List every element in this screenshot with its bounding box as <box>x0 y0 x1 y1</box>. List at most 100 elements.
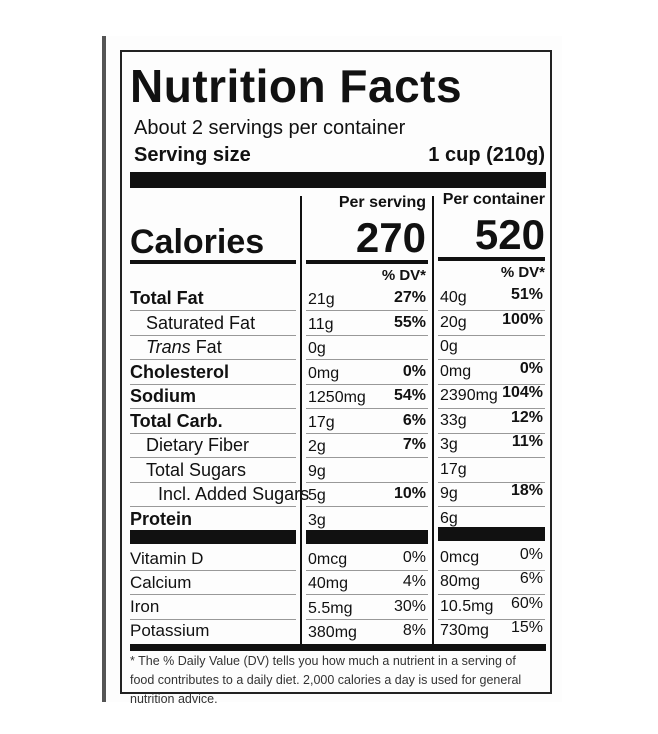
calories-value: 520 <box>474 211 545 258</box>
thick-bar <box>438 527 545 541</box>
vitamin-name: Vitamin D <box>130 548 204 568</box>
calories-rule <box>130 260 296 264</box>
calories-rule <box>438 257 545 261</box>
row-rule <box>438 457 545 458</box>
daily-value: 18% <box>510 482 543 499</box>
row-rule <box>306 618 428 620</box>
row-rule <box>130 481 296 483</box>
daily-value: 27% <box>393 289 426 306</box>
daily-value: 55% <box>393 313 426 331</box>
amount: 21g <box>308 291 335 308</box>
amount: 380mg <box>308 623 357 641</box>
label-paper <box>102 36 562 702</box>
nutrient-name: Cholesterol <box>130 361 230 382</box>
amount: 0mg <box>308 364 340 382</box>
row-rule <box>306 457 428 458</box>
thick-bar <box>130 172 546 188</box>
row-rule <box>306 481 428 483</box>
column-divider <box>432 196 434 644</box>
nutrient-name: Trans Fat <box>146 338 222 356</box>
column-divider <box>300 196 302 644</box>
amount: 0g <box>308 340 326 357</box>
daily-value: 8% <box>402 621 426 639</box>
row-rule <box>306 432 428 434</box>
row-rule <box>306 408 428 409</box>
row-rule <box>130 334 296 336</box>
nutrient-name: Dietary Fiber <box>146 435 250 455</box>
amount: 33g <box>440 411 467 429</box>
label-border <box>120 50 552 694</box>
row-rule <box>306 310 428 311</box>
daily-value: 51% <box>510 286 543 303</box>
amount: 2g <box>308 438 326 455</box>
row-rule <box>130 457 296 458</box>
daily-value: 0% <box>402 549 426 566</box>
row-rule <box>306 334 428 336</box>
daily-value: 0% <box>519 359 543 377</box>
daily-value: 60% <box>510 594 543 612</box>
daily-value: 30% <box>393 597 426 615</box>
footnote: * The % Daily Value (DV) tells you how m… <box>130 654 522 706</box>
daily-value: 0% <box>402 362 426 380</box>
row-rule <box>130 594 296 596</box>
row-rule <box>306 359 428 360</box>
calories-rule <box>306 260 428 264</box>
row-rule <box>438 594 545 596</box>
amount: 0mg <box>440 362 472 380</box>
thick-bar <box>306 530 428 544</box>
row-rule <box>130 570 296 571</box>
row-rule <box>438 408 545 409</box>
row-rule <box>130 359 296 360</box>
servings: About 2 servings per container <box>134 117 406 139</box>
amount: 9g <box>308 462 326 480</box>
amount: 9g <box>440 485 458 502</box>
row-rule <box>130 310 296 311</box>
vitamin-name: Calcium <box>130 572 192 592</box>
column-header: Per container <box>442 191 545 208</box>
daily-value: 100% <box>502 310 543 328</box>
amount: 11g <box>308 315 334 333</box>
amount: 5.5mg <box>308 599 353 617</box>
amount: 5g <box>308 487 326 504</box>
row-rule <box>438 359 545 360</box>
thick-bar <box>130 644 546 651</box>
amount: 10.5mg <box>440 597 494 615</box>
title: Nutrition Facts <box>130 60 463 112</box>
row-rule <box>306 570 428 571</box>
amount: 17g <box>440 460 467 478</box>
amount: 0g <box>440 338 458 355</box>
nutrient-name: Protein <box>130 508 193 529</box>
row-rule <box>438 334 545 336</box>
dv-header: % DV* <box>381 266 426 284</box>
nutrient-name: Total Sugars <box>146 459 247 480</box>
row-rule <box>438 310 545 311</box>
amount: 20g <box>440 313 467 331</box>
row-rule <box>438 570 545 571</box>
row-rule <box>130 408 296 409</box>
amount: 0mcg <box>308 551 348 568</box>
daily-value: 54% <box>393 387 426 404</box>
amount: 2390mg <box>440 387 498 404</box>
daily-value: 15% <box>510 618 543 636</box>
amount: 730mg <box>440 621 489 639</box>
row-rule <box>438 506 545 507</box>
daily-value: 0% <box>519 546 543 563</box>
daily-value: 4% <box>402 573 426 591</box>
amount: 40g <box>440 289 467 306</box>
serving-size-label: Serving size <box>134 144 251 166</box>
amount: 0mcg <box>440 549 480 566</box>
dv-header: % DV* <box>500 263 545 281</box>
row-rule <box>306 383 428 385</box>
amount: 3g <box>308 511 326 529</box>
nutrient-name: Total Carb. <box>130 410 223 431</box>
nutrient-name: Saturated Fat <box>146 312 256 333</box>
row-rule <box>438 383 545 385</box>
daily-value: 12% <box>510 408 543 426</box>
row-rule <box>438 618 545 620</box>
nutrient-name: Incl. Added Sugars <box>158 484 310 504</box>
row-rule <box>306 506 428 507</box>
row-rule <box>306 594 428 596</box>
amount: 40mg <box>308 575 349 593</box>
calories-label: Calories <box>130 223 265 261</box>
